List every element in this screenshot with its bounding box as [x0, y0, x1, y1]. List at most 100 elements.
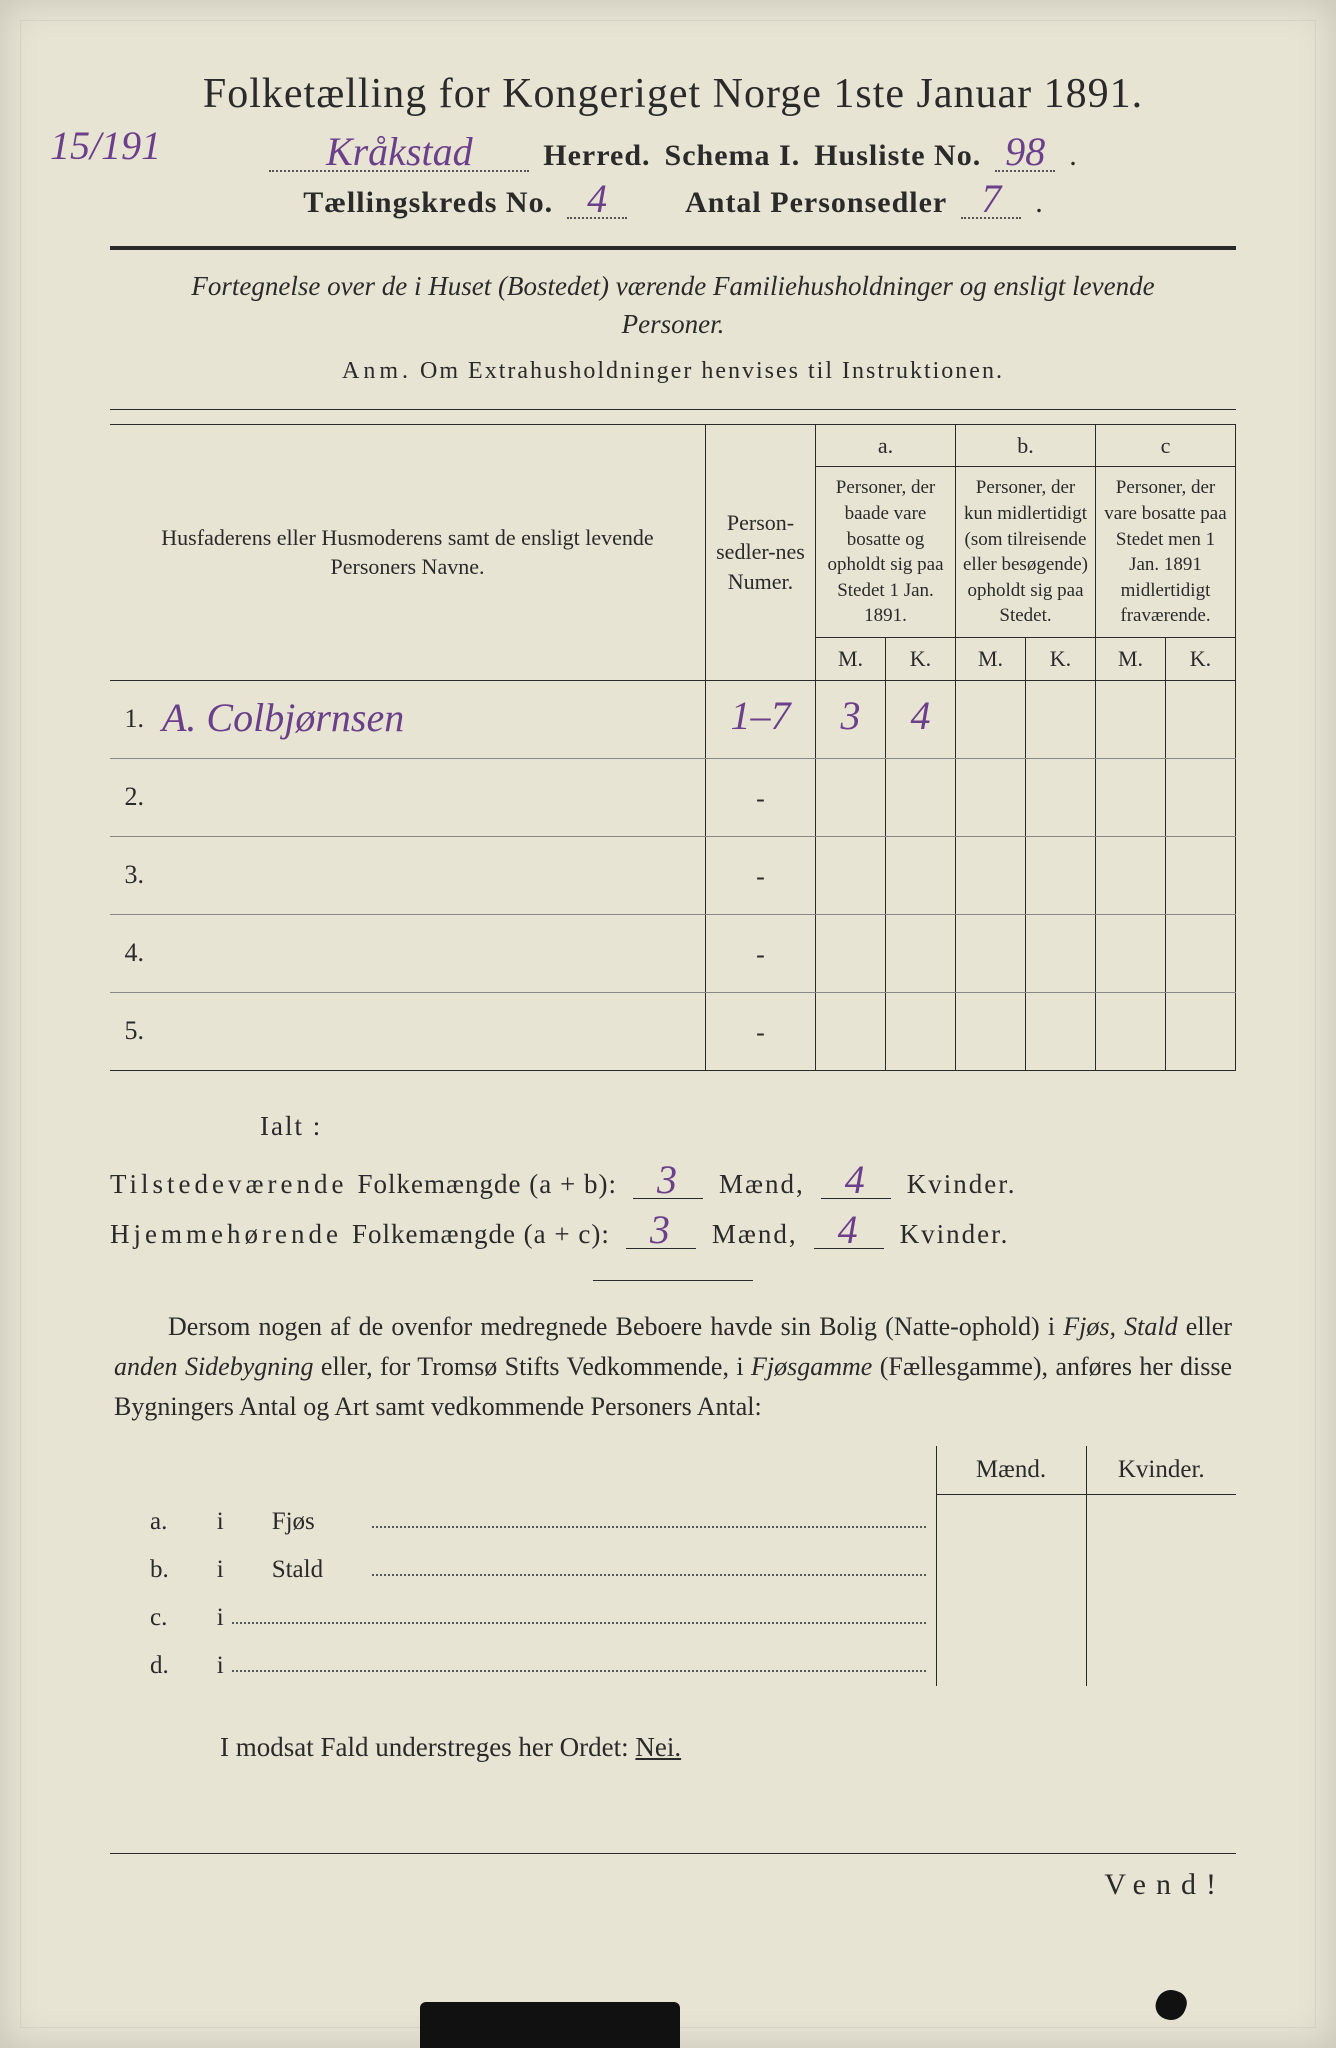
dwell-in: i — [177, 1494, 232, 1542]
row-a-k: 4 — [911, 693, 931, 738]
anm-lead: Anm. — [342, 358, 412, 384]
ialt-row-resident: Hjemmehørende Folkemængde (a + c): 3 Mæn… — [110, 1214, 1236, 1250]
dwell-label: Stald — [232, 1542, 372, 1590]
dwelling-table-wrap: Mænd. Kvinder. a. i Fjøs b. i Stald c. — [110, 1446, 1236, 1687]
ink-blot — [1152, 1986, 1190, 2024]
para-i3: Fjøsgamme — [751, 1352, 872, 1381]
dwelling-table: Mænd. Kvinder. a. i Fjøs b. i Stald c. — [110, 1446, 1236, 1687]
para-t1: Dersom nogen af de ovenfor medregnede Be… — [168, 1312, 1063, 1341]
row-b-k — [1026, 680, 1096, 758]
dwelling-paragraph: Dersom nogen af de ovenfor medregnede Be… — [114, 1307, 1232, 1428]
table-row: 2. - — [110, 758, 1236, 836]
col-b-m: M. — [956, 638, 1026, 681]
herred-value: Kråkstad — [269, 136, 529, 172]
dwell-key: c. — [110, 1590, 177, 1638]
dwell-k — [1086, 1494, 1236, 1542]
ialt-r1-rest: Folkemængde (a + b): — [358, 1169, 617, 1200]
dwell-k — [1086, 1590, 1236, 1638]
household-table: Husfaderens eller Husmoderens samt de en… — [110, 424, 1236, 1071]
col-c-text: Personer, der vare bosatte paa Stedet me… — [1096, 467, 1236, 638]
ialt-r1-lead: Tilstedeværende — [110, 1169, 348, 1200]
table-row: 4. - — [110, 914, 1236, 992]
footer-rule — [110, 1853, 1236, 1854]
col-a-k: K. — [886, 638, 956, 681]
margin-annotation: 15/191 — [50, 130, 161, 162]
nei-line: I modsat Fald understreges her Ordet: Ne… — [110, 1732, 1236, 1763]
col-name: Husfaderens eller Husmoderens samt de en… — [110, 424, 706, 680]
row-num: 1. — [110, 680, 154, 758]
dwell-label: Fjøs — [232, 1494, 372, 1542]
dwell-m — [936, 1638, 1086, 1686]
ialt-row-present: Tilstedeværende Folkemængde (a + b): 3 M… — [110, 1164, 1236, 1200]
col-c-key: c — [1096, 424, 1236, 467]
archive-tab — [420, 2002, 680, 2048]
kvinder-label: Kvinder. — [900, 1219, 1010, 1250]
para-t2: eller — [1178, 1312, 1232, 1341]
row-personnum: 1–7 — [731, 693, 791, 738]
row-c-m — [1096, 680, 1166, 758]
dwell-row: c. i — [110, 1590, 1236, 1638]
row-num: 3. — [110, 836, 154, 914]
col-c-m: M. — [1096, 638, 1166, 681]
rule-thick — [110, 246, 1236, 250]
nei-word: Nei. — [635, 1732, 681, 1762]
row-name — [154, 836, 706, 914]
table-row: 5. - — [110, 992, 1236, 1070]
para-i1: Fjøs, Stald — [1063, 1312, 1177, 1341]
vend-label: Vend! — [110, 1868, 1236, 1902]
form-description: Fortegnelse over de i Huset (Bostedet) v… — [140, 268, 1206, 344]
maend-label: Mænd, — [719, 1169, 805, 1200]
row-personnum: - — [756, 862, 765, 891]
col-a-m: M. — [816, 638, 886, 681]
dwell-row: b. i Stald — [110, 1542, 1236, 1590]
row-personnum: - — [756, 784, 765, 813]
dwell-k — [1086, 1542, 1236, 1590]
ialt-r1-m: 3 — [633, 1164, 703, 1199]
kvinder-label: Kvinder. — [907, 1169, 1017, 1200]
para-t3: eller, for Tromsø Stifts Vedkommende, i — [314, 1352, 752, 1381]
anm-line: Anm. Om Extrahusholdninger henvises til … — [110, 358, 1236, 385]
row-name — [154, 914, 706, 992]
col-a-key: a. — [816, 424, 956, 467]
table-body: 1. A. Colbjørnsen 1–7 3 4 2. - 3. — [110, 680, 1236, 1070]
maend-label: Mænd, — [712, 1219, 798, 1250]
dwell-dots — [372, 1542, 936, 1590]
ialt-r2-m: 3 — [626, 1214, 696, 1249]
col-c-k: K. — [1166, 638, 1236, 681]
nei-text: I modsat Fald understreges her Ordet: — [220, 1732, 635, 1762]
row-c-k — [1166, 680, 1236, 758]
rule-thin — [110, 409, 1236, 410]
header-line-2: Tællingskreds No. 4 Antal Personsedler 7… — [110, 183, 1236, 220]
row-personnum: - — [756, 940, 765, 969]
husliste-value: 98 — [995, 136, 1055, 172]
row-name — [154, 758, 706, 836]
dwell-m — [936, 1494, 1086, 1542]
table-row: 1. A. Colbjørnsen 1–7 3 4 — [110, 680, 1236, 758]
row-a-m: 3 — [841, 693, 861, 738]
ialt-r2-k: 4 — [814, 1214, 884, 1249]
para-i2: anden Sidebygning — [114, 1352, 314, 1381]
row-name: A. Colbjørnsen — [162, 695, 404, 740]
header-line-1: Kråkstad Herred. Schema I. Husliste No. … — [110, 136, 1236, 173]
dwell-h-m: Mænd. — [936, 1446, 1086, 1495]
anm-text: Om Extrahusholdninger henvises til Instr… — [420, 358, 1004, 384]
dwell-dots — [232, 1638, 936, 1686]
dwell-key: b. — [110, 1542, 177, 1590]
ialt-r2-lead: Hjemmehørende — [110, 1219, 342, 1250]
dwell-in: i — [177, 1590, 232, 1638]
col-b-k: K. — [1026, 638, 1096, 681]
sedler-value: 7 — [961, 183, 1021, 219]
row-num: 4. — [110, 914, 154, 992]
row-num: 2. — [110, 758, 154, 836]
ialt-r1-k: 4 — [821, 1164, 891, 1199]
dwell-in: i — [177, 1542, 232, 1590]
ialt-title: Ialt : — [260, 1111, 1236, 1142]
col-num: Person-sedler-nes Numer. — [706, 424, 816, 680]
row-name — [154, 992, 706, 1070]
rule-short — [593, 1280, 753, 1281]
dwell-m — [936, 1590, 1086, 1638]
census-form-page: 15/191 Folketælling for Kongeriget Norge… — [0, 0, 1336, 2048]
dwell-row: a. i Fjøs — [110, 1494, 1236, 1542]
kreds-value: 4 — [567, 183, 627, 219]
col-a-text: Personer, der baade vare bosatte og opho… — [816, 467, 956, 638]
